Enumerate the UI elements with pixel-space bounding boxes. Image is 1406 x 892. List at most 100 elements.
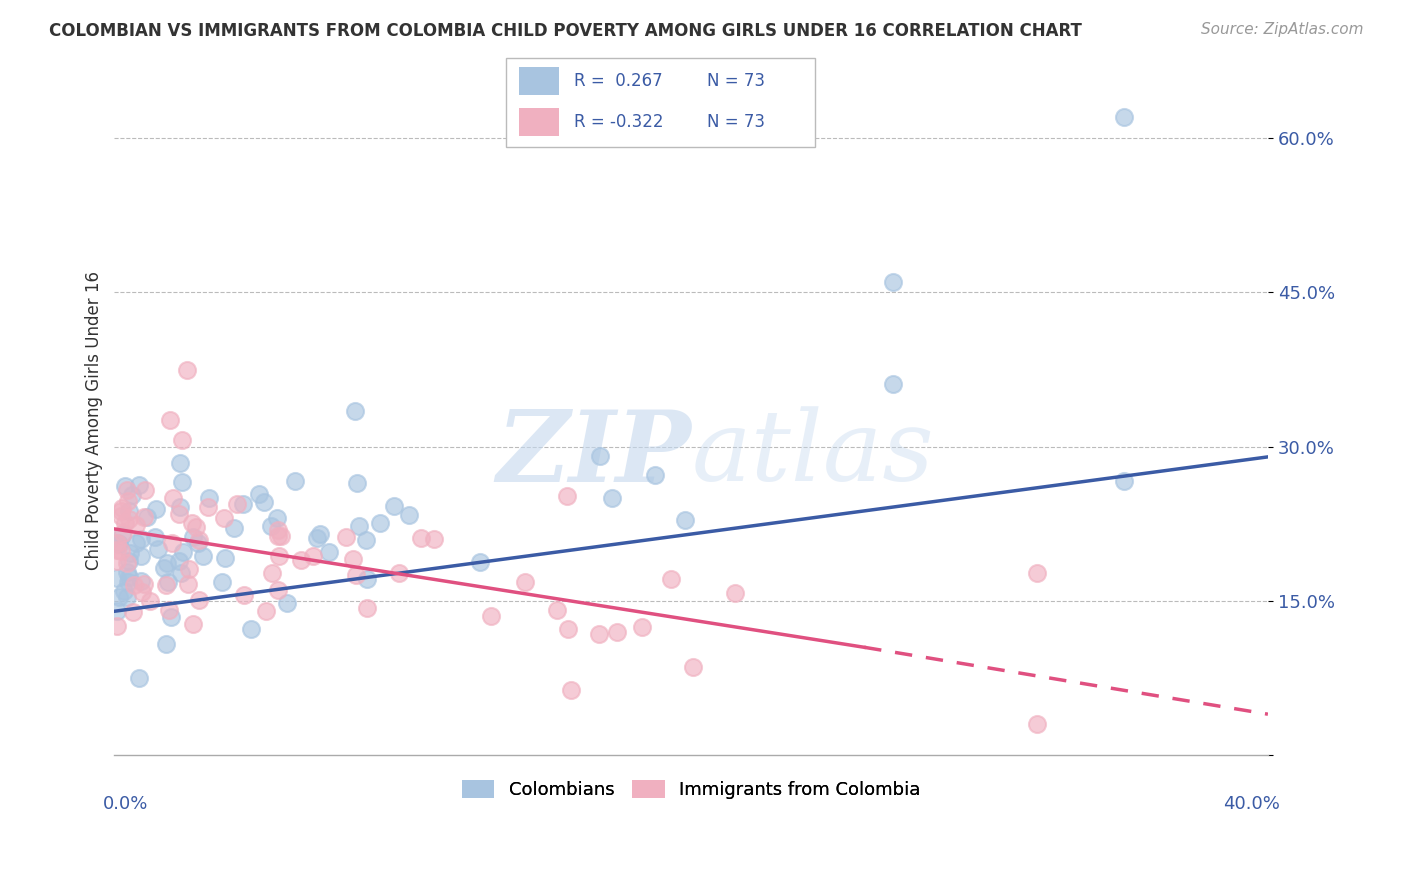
Point [169,456,191,470]
Point [128,478,150,492]
Point [115,590,138,604]
Point [882,376,904,391]
Point [155,637,177,651]
Text: N = 73: N = 73 [707,72,765,90]
Point [212,510,235,524]
Point [105,619,128,633]
Point [131,585,153,599]
Point [143,530,166,544]
Point [214,550,236,565]
Point [368,516,391,530]
Point [270,529,292,543]
Point [335,530,357,544]
Point [589,449,612,463]
Point [111,501,134,516]
Point [267,523,290,537]
Point [588,626,610,640]
Point [184,520,207,534]
Point [354,533,377,547]
Text: 0.0%: 0.0% [103,796,148,814]
Point [1026,566,1049,580]
Text: R =  0.267: R = 0.267 [574,72,662,90]
Point [181,616,204,631]
Text: 40.0%: 40.0% [1223,796,1279,814]
Point [644,467,666,482]
Point [115,556,138,570]
Point [134,577,156,591]
Point [136,510,159,524]
Point [128,671,150,685]
Point [145,502,167,516]
Point [318,545,340,559]
Point [134,509,156,524]
Text: ZIP: ZIP [496,406,692,502]
Point [110,544,132,558]
Point [546,603,568,617]
Point [305,532,328,546]
Point [111,528,134,542]
Text: COLOMBIAN VS IMMIGRANTS FROM COLOMBIA CHILD POVERTY AMONG GIRLS UNDER 16 CORRELA: COLOMBIAN VS IMMIGRANTS FROM COLOMBIA CH… [49,22,1083,40]
Point [555,490,578,504]
Legend: Colombians, Immigrants from Colombia: Colombians, Immigrants from Colombia [454,772,928,806]
Point [112,584,135,599]
Point [557,622,579,636]
Point [114,516,136,530]
Point [673,513,696,527]
Point [138,594,160,608]
Point [114,479,136,493]
Point [267,529,290,543]
Point [631,620,654,634]
Point [254,604,277,618]
Point [343,404,366,418]
Point [117,494,139,508]
FancyBboxPatch shape [506,58,815,147]
Point [233,588,256,602]
Point [148,542,170,557]
Point [346,475,368,490]
Text: atlas: atlas [692,407,934,502]
Point [188,533,211,547]
Point [129,574,152,588]
Point [222,520,245,534]
Point [157,574,180,589]
Point [267,583,290,598]
Text: R = -0.322: R = -0.322 [574,113,664,131]
Point [259,518,281,533]
Text: N = 73: N = 73 [707,113,765,131]
Point [105,536,128,550]
Point [342,552,364,566]
Point [176,363,198,377]
Point [156,556,179,570]
Point [266,511,288,525]
Point [253,495,276,509]
Point [134,483,156,498]
Point [122,605,145,619]
Point [107,543,129,558]
FancyBboxPatch shape [519,67,558,95]
Point [344,567,367,582]
Point [110,504,132,518]
Point [349,519,371,533]
Point [1026,717,1049,731]
Text: Source: ZipAtlas.com: Source: ZipAtlas.com [1201,22,1364,37]
Point [423,532,446,546]
Point [606,625,628,640]
Point [155,578,177,592]
Point [118,570,141,584]
Point [260,566,283,581]
Point [198,491,221,506]
Point [232,497,254,511]
Point [167,554,190,568]
Point [188,592,211,607]
Point [356,600,378,615]
Point [107,535,129,549]
Point [107,537,129,551]
Point [131,549,153,563]
Point [186,536,208,550]
Point [600,491,623,505]
Point [193,549,215,563]
Point [388,566,411,580]
Point [108,590,131,604]
Point [159,413,181,427]
Point [115,566,138,580]
